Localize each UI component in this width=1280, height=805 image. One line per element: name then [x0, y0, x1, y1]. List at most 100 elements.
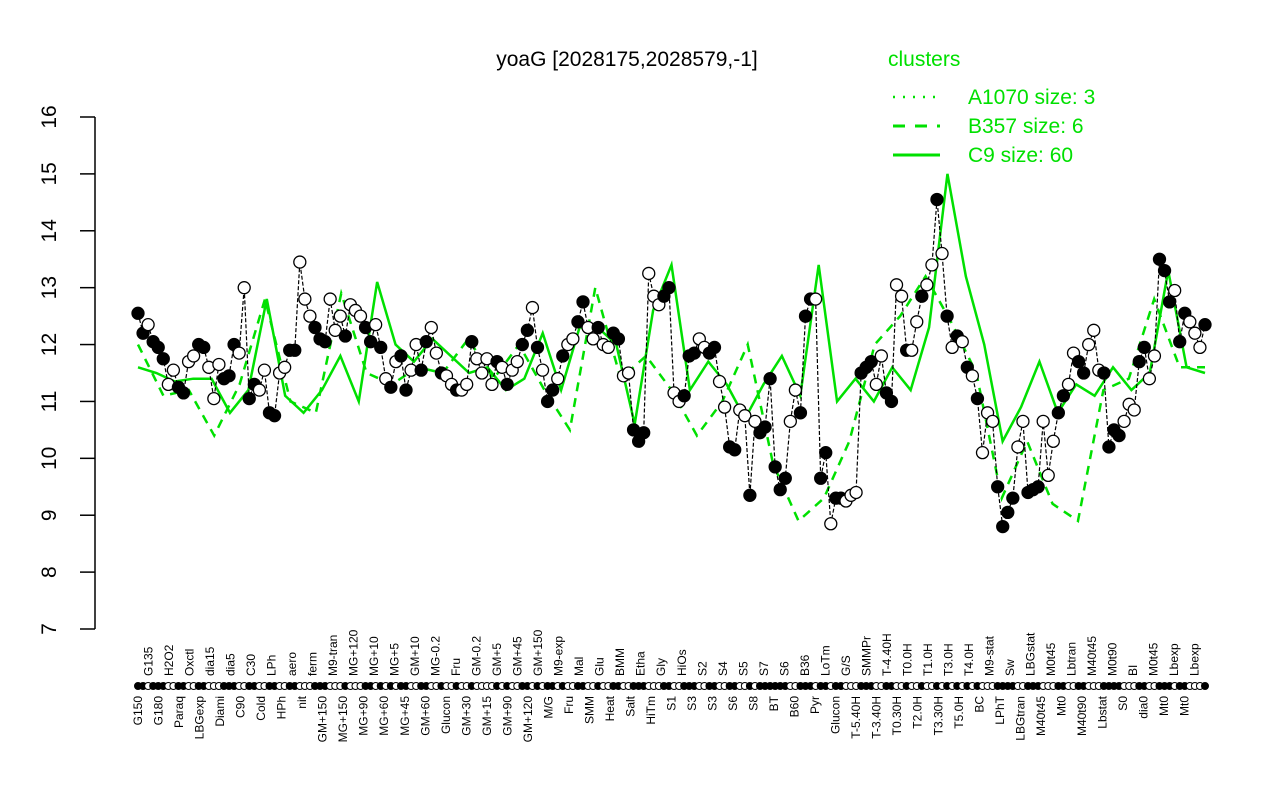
data-point [338, 329, 352, 343]
data-point [197, 340, 211, 355]
x-tick-label: S7 [757, 661, 771, 676]
data-point [1198, 317, 1212, 332]
data-point [520, 323, 535, 337]
x-tick-label: MG+10 [367, 636, 381, 676]
data-point [475, 366, 489, 380]
data-point [1041, 468, 1055, 483]
x-tick-label: M9-exp [552, 636, 566, 676]
data-point [894, 289, 909, 303]
x-tick-label: T0.0H [900, 643, 914, 676]
data-point [1016, 414, 1030, 429]
x-tick-label: S6 [777, 661, 791, 676]
x-tick-label: M/G [541, 696, 555, 719]
x-tick-label: Gly [654, 658, 668, 676]
x-tick-label: BI [1126, 665, 1140, 676]
data-point [551, 372, 565, 386]
data-point [945, 340, 959, 355]
data-point [1102, 440, 1116, 454]
x-tick-label: M40t90 [1075, 696, 1089, 736]
data-point [1142, 372, 1157, 386]
data-point [1011, 440, 1025, 454]
x-tick-label: nit [295, 695, 309, 708]
x-tick-label: LPhT [993, 695, 1007, 724]
x-tick-label: MG-0.2 [429, 636, 443, 676]
data-point [288, 343, 302, 357]
x-tick-label: Lbexp [1167, 643, 1181, 676]
data-point [353, 309, 368, 323]
y-tick-label: 13 [38, 276, 61, 299]
data-point [363, 335, 378, 349]
x-tick-label: G150 [131, 696, 145, 726]
data-point [935, 246, 949, 261]
x-tick-label: S3 [685, 696, 699, 711]
x-tick-label: H2O2 [162, 644, 176, 676]
legend-label-a1070: A1070 size: 3 [968, 86, 1095, 109]
data-point [814, 471, 828, 485]
data-point [985, 414, 1000, 429]
data-points [131, 192, 1212, 534]
data-point [242, 391, 256, 406]
y-tick-label: 15 [38, 162, 61, 185]
x-tick-label: GM+5 [490, 643, 504, 676]
data-point [743, 488, 757, 502]
data-point [798, 309, 813, 323]
y-tick-label: 14 [38, 219, 61, 243]
y-tick-label: 16 [38, 105, 61, 128]
x-tick-label: B60 [788, 696, 802, 718]
x-tick-label: Etha [634, 651, 648, 676]
legend: clusters A1070 size: 3 B357 size: 6 C9 s… [888, 48, 1095, 167]
data-point [131, 306, 145, 320]
data-point [510, 354, 524, 369]
legend-label-c9: C9 size: 60 [968, 144, 1073, 167]
x-tick-label: HiTm [644, 696, 658, 725]
x-tick-label: Lbexp [1188, 643, 1202, 676]
data-point [429, 346, 444, 360]
data-point [566, 332, 580, 346]
data-point [384, 380, 398, 394]
data-point [940, 309, 954, 323]
x-tick-label: BT [767, 695, 781, 711]
data-point [793, 406, 808, 420]
data-point [824, 517, 838, 531]
y-tick-label: 12 [38, 333, 61, 356]
x-tick-label: aero [285, 652, 299, 676]
data-point [1112, 428, 1126, 443]
data-point [874, 349, 889, 363]
data-point [1087, 323, 1101, 337]
x-tick-label: GM+150 [316, 696, 330, 743]
x-tick-label: GM+15 [480, 696, 494, 736]
data-point [369, 317, 383, 332]
x-tick-label: M0t45 [1044, 642, 1058, 676]
x-tick-label: MG+120 [346, 629, 360, 676]
data-point [303, 309, 317, 323]
data-point [910, 315, 924, 329]
x-tick-label: ferm [305, 652, 319, 676]
data-point [485, 377, 499, 392]
data-point [677, 389, 691, 403]
x-tick-label: T2.0H [911, 696, 925, 729]
x-tick-label: Mt0 [1054, 696, 1068, 716]
data-point [884, 394, 899, 409]
data-point [1147, 349, 1162, 363]
data-point [758, 420, 772, 434]
data-point [975, 445, 990, 460]
x-tick-label: G135 [141, 646, 155, 676]
data-point [662, 281, 676, 295]
data-point [424, 320, 438, 335]
x-tick-label: dia15 [203, 646, 217, 676]
x-tick-label: MG+45 [398, 696, 412, 736]
chart-title: yoaG [2028175,2028579,-1] [496, 48, 758, 71]
x-tick-label: S5 [736, 661, 750, 676]
legend-label-b357: B357 size: 6 [968, 115, 1084, 138]
data-point [460, 377, 474, 392]
data-point [323, 292, 337, 306]
data-point [232, 346, 246, 360]
data-point [1046, 434, 1060, 448]
x-tick-label: S2 [695, 661, 709, 676]
data-point [1137, 340, 1151, 355]
y-tick-label: 10 [38, 447, 61, 470]
y-tick-label: 11 [38, 391, 61, 413]
y-axis: 7 8 9 10 11 12 13 14 15 16 [38, 105, 96, 635]
x-tick-label: Cold [254, 696, 268, 721]
rug-mark [1201, 682, 1209, 690]
